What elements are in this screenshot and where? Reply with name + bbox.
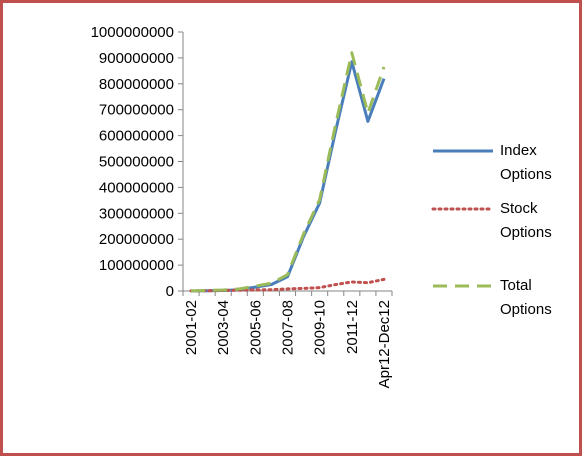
y-tick-label: 1000000000 bbox=[91, 24, 174, 41]
legend-label: Index Options bbox=[500, 142, 552, 183]
x-tick-label: 2001-02 bbox=[183, 300, 200, 355]
x-tick-label: 2011-12 bbox=[344, 300, 361, 354]
x-tick-label: 2003-04 bbox=[215, 300, 232, 355]
y-tick-label: 900000000 bbox=[99, 50, 174, 67]
y-tick-label: 200000000 bbox=[99, 231, 174, 248]
y-tick-label: 0 bbox=[166, 283, 174, 300]
y-tick-label: 500000000 bbox=[99, 154, 174, 171]
chart: 0 100000000 200000000 300000000 400000000 500… bbox=[91, 24, 495, 388]
x-tick-label: Apr12-Dec12 bbox=[376, 300, 393, 388]
y-tick-label: 400000000 bbox=[99, 179, 174, 196]
y-tick-label: 800000000 bbox=[99, 76, 174, 93]
series-line bbox=[191, 60, 386, 293]
y-tick-label: 700000000 bbox=[99, 102, 174, 119]
x-tick-label: 2005-06 bbox=[247, 300, 264, 355]
y-tick-label: 600000000 bbox=[99, 128, 174, 145]
legend-label: Total Options bbox=[500, 277, 552, 318]
y-tick-label: 100000000 bbox=[99, 257, 174, 274]
x-tick-label: 2007-08 bbox=[280, 300, 297, 355]
y-tick-label: 300000000 bbox=[99, 205, 174, 222]
x-tick-label: 2009-10 bbox=[312, 300, 329, 355]
series-line bbox=[191, 51, 386, 293]
legend-label: Stock Options bbox=[500, 200, 552, 241]
